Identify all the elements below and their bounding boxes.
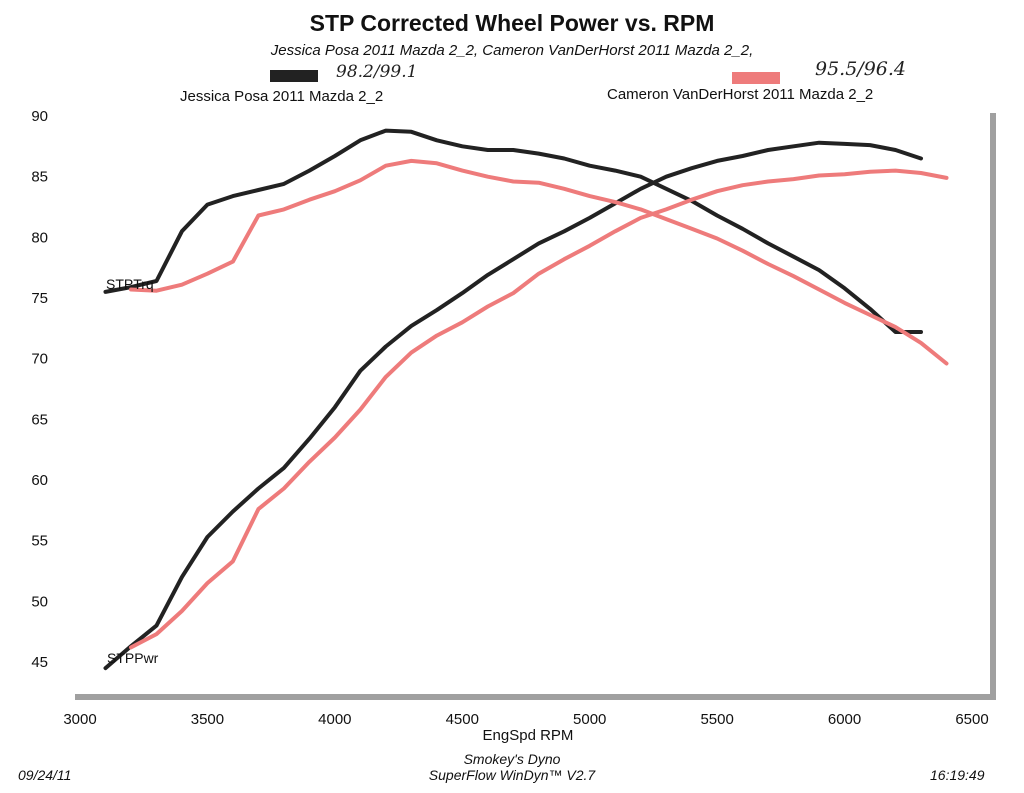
y-tick-label: 75: [31, 290, 48, 307]
legend-swatch-cameron: [732, 72, 780, 84]
y-tick-label: 65: [31, 411, 48, 428]
y-tick-label: 45: [31, 654, 48, 671]
y-tick-label: 80: [31, 229, 48, 246]
chart-subtitle: Jessica Posa 2011 Mazda 2_2, Cameron Van…: [270, 42, 754, 59]
y-tick-label: 70: [31, 351, 48, 368]
y-tick-label: 90: [31, 108, 48, 125]
x-tick-label: 3000: [63, 711, 96, 728]
legend-label-cameron: Cameron VanDerHorst 2011 Mazda 2_2: [607, 86, 874, 103]
footer-software: SuperFlow WinDyn™ V2.7: [428, 767, 596, 783]
series-line-power-cameron: [129, 168, 949, 650]
series-line-power-jessica: [103, 140, 923, 671]
footer-time: 16:19:49: [930, 767, 985, 783]
legend-note-cameron: 95.5/96.4: [815, 58, 907, 80]
x-tick-label: 5500: [700, 711, 733, 728]
footer-shop: Smokey's Dyno: [463, 751, 561, 767]
y-tick-label: 50: [31, 593, 48, 610]
footer-date: 09/24/11: [18, 767, 72, 783]
x-axis-title: EngSpd RPM: [483, 727, 574, 744]
x-tick-label: 4000: [318, 711, 351, 728]
curve-label-torque: STPTrq: [106, 276, 154, 292]
y-tick-label: 60: [31, 472, 48, 489]
legend-note-jessica: 98.2/99.1: [336, 62, 418, 82]
x-tick-label: 5000: [573, 711, 606, 728]
legend-swatch-jessica: [270, 70, 318, 82]
y-tick-label: 55: [31, 533, 48, 550]
y-tick-label: 85: [31, 169, 48, 186]
x-tick-label: 6000: [828, 711, 861, 728]
series-line-torque-cameron: [129, 158, 949, 366]
x-tick-label: 3500: [191, 711, 224, 728]
curve-label-power: STPPwr: [107, 650, 159, 666]
legend-label-jessica: Jessica Posa 2011 Mazda 2_2: [180, 88, 384, 105]
chart-title: STP Corrected Wheel Power vs. RPM: [309, 10, 715, 36]
x-tick-label: 4500: [446, 711, 479, 728]
x-tick-label: 6500: [955, 711, 988, 728]
series-line-torque-jessica: [103, 128, 923, 334]
